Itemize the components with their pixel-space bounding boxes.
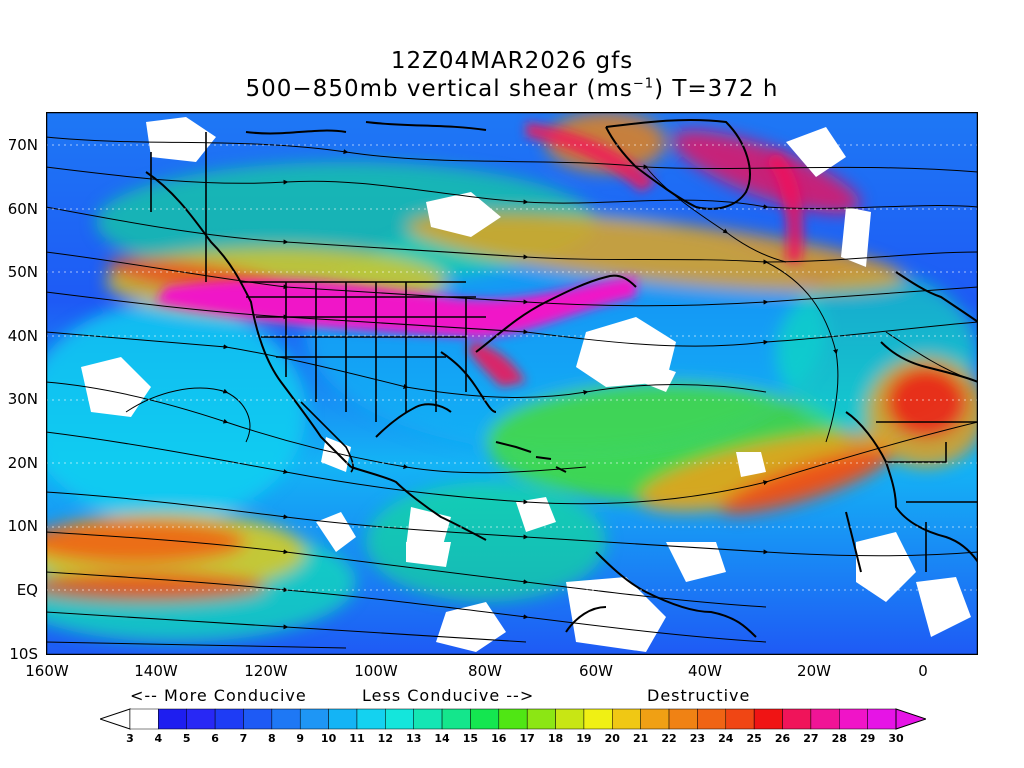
title-prefix: 500−850mb vertical shear (ms <box>245 76 633 102</box>
colorbar-tick-label: 14 <box>434 732 450 745</box>
colorbar-swatch <box>158 708 187 730</box>
lat-label-70n: 70N <box>7 136 38 154</box>
colorbar-swatch <box>583 708 613 730</box>
colorbar-tick-label: 13 <box>406 732 422 745</box>
colorbar-tick-label: 19 <box>576 732 592 745</box>
colorbar-tick-label: 11 <box>349 732 365 745</box>
colorbar-swatch <box>385 708 414 730</box>
colorbar-tick-label: 26 <box>774 732 791 745</box>
colorbar-tick-label: 5 <box>182 732 191 745</box>
lat-label-20n: 20N <box>7 454 38 472</box>
colorbar-tick-label: 15 <box>462 732 479 745</box>
colorbar-swatch <box>129 708 159 730</box>
colorbar-tick-label: 17 <box>519 732 535 745</box>
legend-more-conducive: <-- More Conducive <box>130 686 307 705</box>
colorbar-swatch <box>271 708 301 730</box>
colorbar-swatch <box>214 708 244 730</box>
colorbar-tick-label: 23 <box>689 732 706 745</box>
colorbar-swatch <box>186 708 216 730</box>
legend-less-conducive: Less Conducive --> <box>362 686 535 705</box>
lon-label-0: 0 <box>918 662 928 680</box>
title-unit-exponent: −1 <box>632 76 655 92</box>
colorbar-tick-label: 4 <box>154 732 163 745</box>
colorbar-tick-label: 30 <box>888 732 904 745</box>
colorbar-tick-label: 27 <box>803 732 819 745</box>
colorbar-tick-label: 7 <box>239 732 248 745</box>
colorbar-swatch <box>413 708 443 730</box>
colorbar-tick-label: 22 <box>661 732 677 745</box>
lat-label-eq: EQ <box>16 581 38 599</box>
colorbar-tick-label: 10 <box>320 732 337 745</box>
colorbar-swatch <box>470 708 500 730</box>
lon-label-60w: 60W <box>579 662 613 680</box>
lon-label-120w: 120W <box>244 662 288 680</box>
colorbar-swatch <box>612 708 641 730</box>
streamlines <box>46 136 978 649</box>
colorbar-swatch <box>328 708 358 730</box>
colorbar-tick-label: 3 <box>126 732 134 745</box>
lat-label-60n: 60N <box>7 200 38 218</box>
colorbar-swatch <box>526 708 556 730</box>
lon-label-80w: 80W <box>468 662 502 680</box>
colorbar-tick-label: 24 <box>718 732 734 745</box>
lat-label-30n: 30N <box>7 390 38 408</box>
colorbar-tick-label: 18 <box>547 732 564 745</box>
colorbar-tick-label: 6 <box>211 732 219 745</box>
colorbar-swatch <box>356 708 386 730</box>
colorbar-swatch <box>498 708 528 730</box>
colorbar-swatch <box>697 708 727 730</box>
colorbar-swatch <box>782 708 812 730</box>
lat-label-10n: 10N <box>7 517 38 535</box>
colorbar-swatch <box>753 708 783 730</box>
colorbar-swatch <box>725 708 755 730</box>
lat-label-40n: 40N <box>7 327 38 345</box>
legend-destructive: Destructive <box>647 686 751 705</box>
colorbar-tick-label: 28 <box>831 732 847 745</box>
colorbar-tick-label: 25 <box>746 732 762 745</box>
colorbar-swatch <box>243 708 273 730</box>
colorbar-swatch <box>867 708 897 730</box>
colorbar-swatch <box>640 708 670 730</box>
colorbar-tick-label: 20 <box>604 732 620 745</box>
colorbar-tick-label: 12 <box>377 732 393 745</box>
colorbar-tick-label: 21 <box>633 732 649 745</box>
colorbar-swatch <box>668 708 698 730</box>
lon-label-100w: 100W <box>354 662 398 680</box>
map-frame <box>46 112 978 655</box>
colorbar-tick-label: 8 <box>268 732 276 745</box>
lat-label-50n: 50N <box>7 263 38 281</box>
colorbar <box>100 708 926 730</box>
lon-label-160w: 160W <box>25 662 69 680</box>
colorbar-tick-label: 9 <box>296 732 305 745</box>
map-title-variable: 500−850mb vertical shear (ms−1) T=372 h <box>0 76 1024 102</box>
colorbar-tick-label: 29 <box>859 732 876 745</box>
colorbar-right-arrow <box>895 708 926 730</box>
map-title-date: 12Z04MAR2026 gfs <box>390 48 634 74</box>
colorbar-tick-label: 16 <box>491 732 507 745</box>
shear-map <box>46 112 978 655</box>
colorbar-swatch <box>299 708 329 730</box>
lon-label-40w: 40W <box>688 662 722 680</box>
colorbar-swatch <box>839 708 868 730</box>
colorbar-swatch <box>555 708 585 730</box>
lon-label-140w: 140W <box>134 662 178 680</box>
lat-label-10s: 10S <box>9 645 38 663</box>
title-suffix: ) T=372 h <box>654 76 779 102</box>
colorbar-swatch <box>810 708 840 730</box>
colorbar-left-arrow <box>100 708 131 730</box>
lon-label-20w: 20W <box>797 662 831 680</box>
colorbar-swatch <box>441 708 471 730</box>
